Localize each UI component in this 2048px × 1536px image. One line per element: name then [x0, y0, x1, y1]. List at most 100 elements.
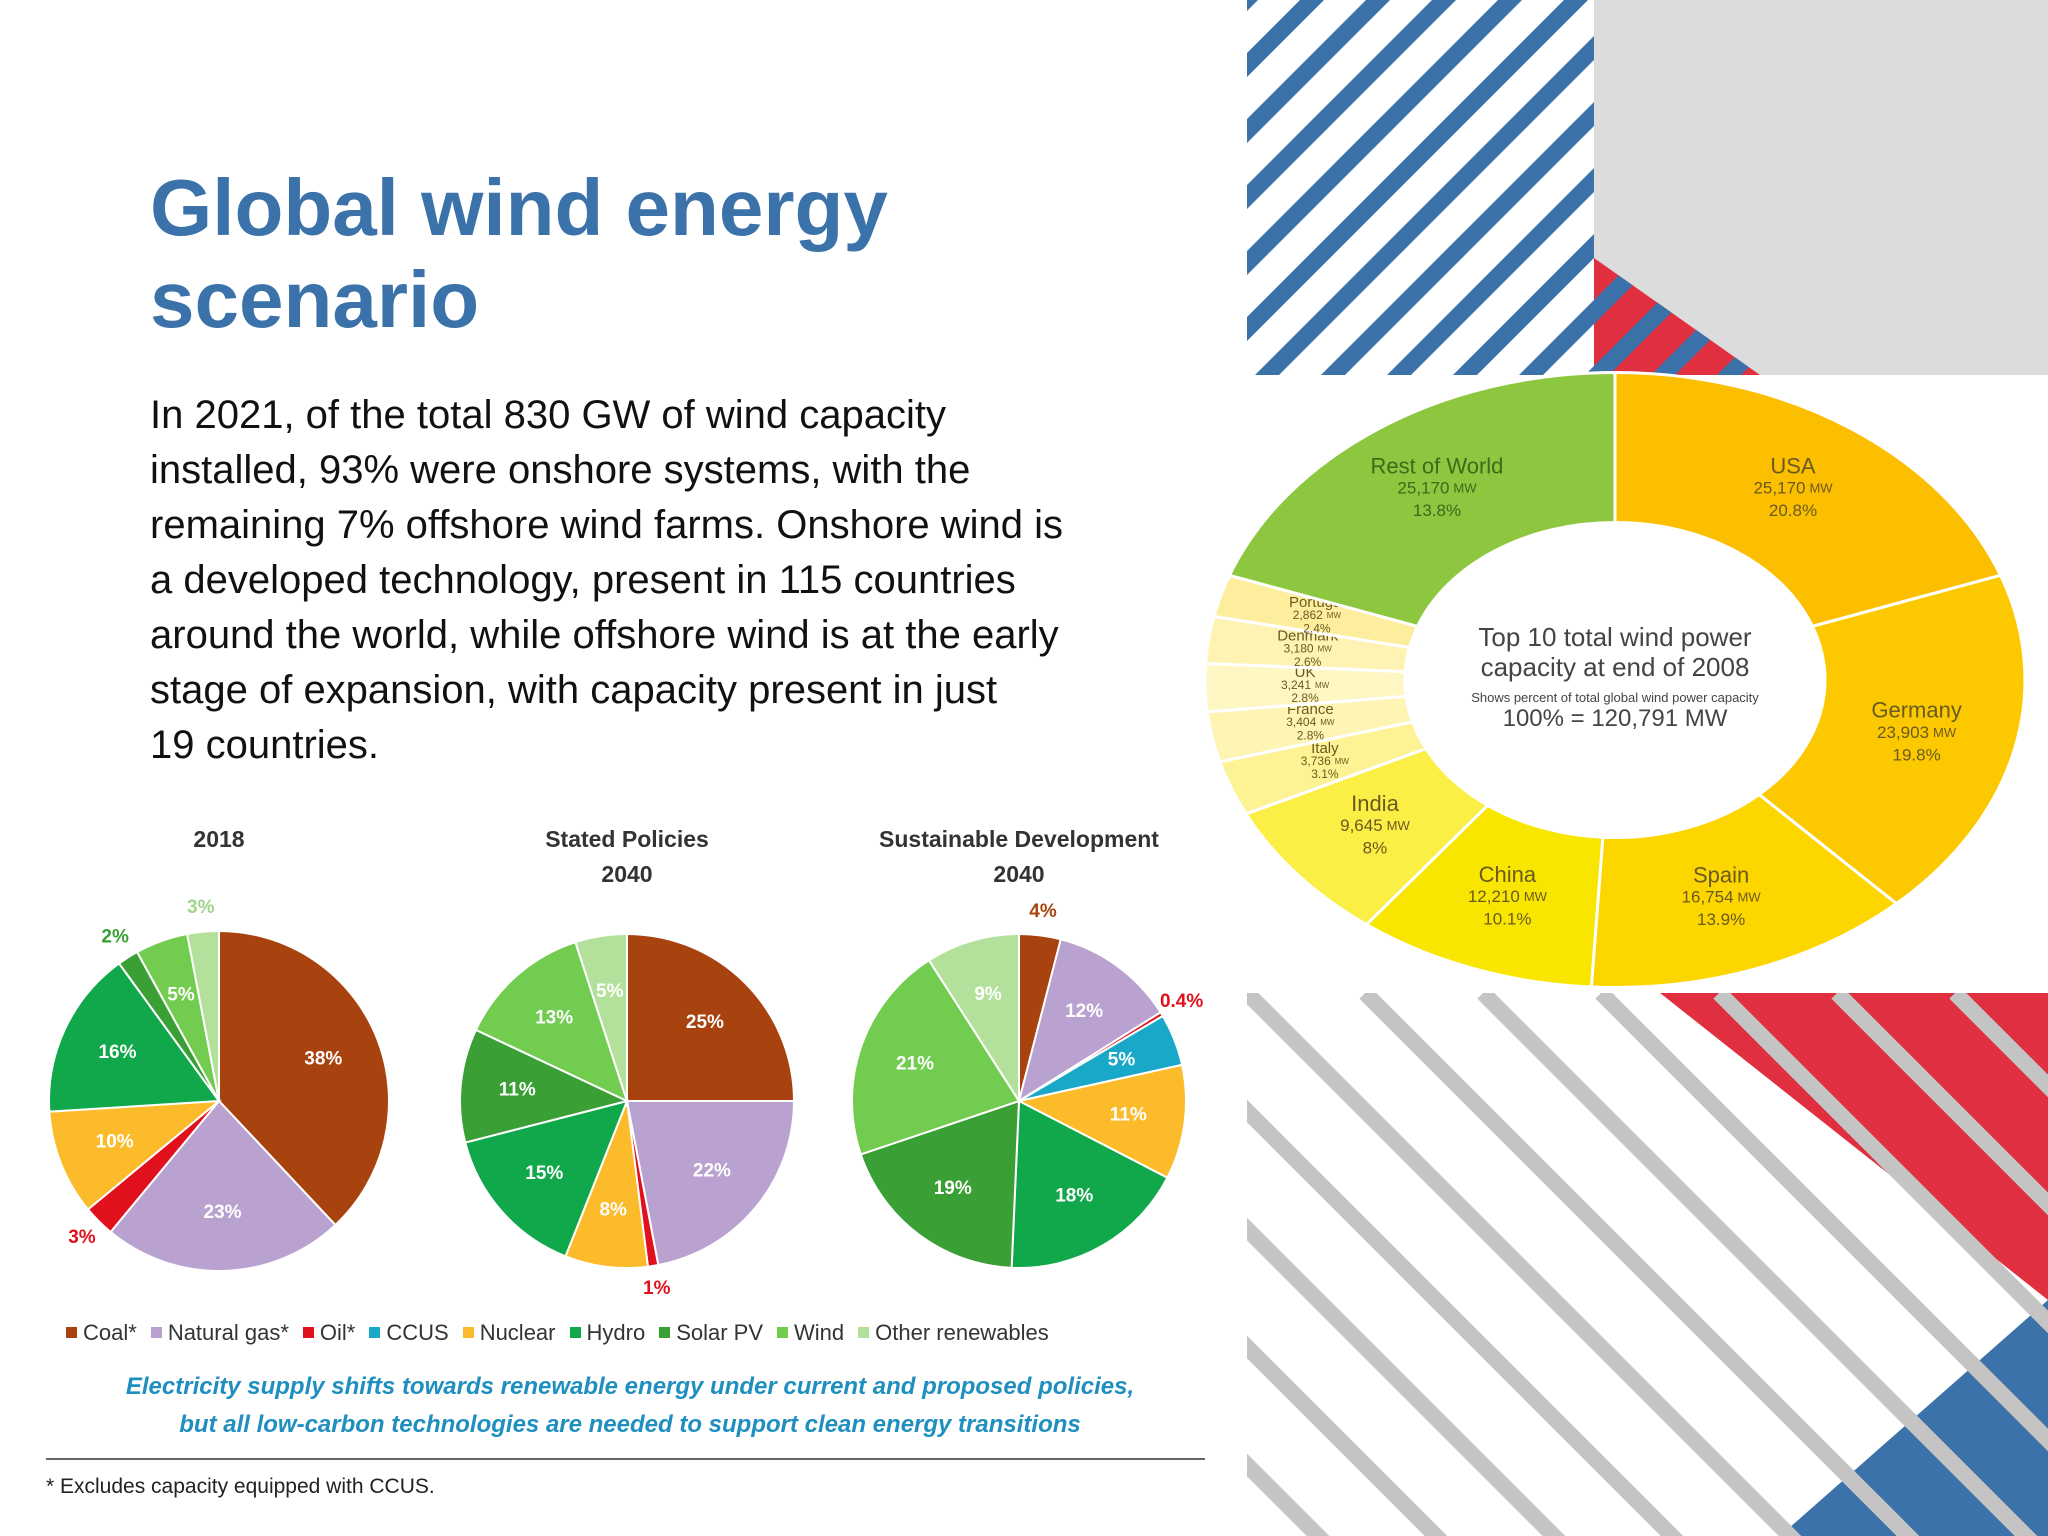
- body-line: installed, 93% were onshore systems, wit…: [150, 448, 971, 492]
- segment-value: 25,170 MW: [1753, 479, 1833, 498]
- segment-percent: 13.9%: [1697, 910, 1745, 929]
- body-line: stage of expansion, with capacity presen…: [150, 668, 998, 712]
- stripe: [1831, 993, 2048, 1216]
- data-label: 1%: [643, 1278, 671, 1299]
- pie-title: Stated Policies 2040: [545, 826, 709, 887]
- stripe: [1247, 0, 1476, 375]
- pie-title: 2018: [193, 826, 245, 852]
- legend-swatch: [66, 1327, 77, 1338]
- data-label: 15%: [525, 1163, 563, 1184]
- footnote: * Excludes capacity equipped with CCUS.: [46, 1475, 435, 1498]
- legend-label: Coal*: [83, 1320, 137, 1345]
- segment-percent: 2.8%: [1297, 728, 1325, 742]
- pie-slice: [626, 932, 796, 1102]
- donut-segment: [1756, 573, 2027, 906]
- segment-name: India: [1351, 791, 1399, 816]
- data-label: 13%: [535, 1007, 573, 1028]
- data-label: 21%: [896, 1053, 934, 1074]
- segment-percent: 2.8%: [1291, 691, 1319, 705]
- body-line: In 2021, of the total 830 GW of wind cap…: [150, 393, 947, 437]
- value-label: 3,404: [1286, 715, 1316, 729]
- data-label: 19%: [934, 1178, 972, 1199]
- body-text: In 2021, of the total 830 GW of wind cap…: [150, 388, 1063, 773]
- pie-slice: [109, 1099, 337, 1272]
- stripe-group: [1247, 993, 2048, 1536]
- segment-value: 25,170 MW: [1397, 479, 1477, 498]
- legend-swatch: [150, 1327, 162, 1338]
- unit-label: MW: [1315, 681, 1330, 690]
- data-label: 38%: [304, 1049, 342, 1070]
- pie-slice: [218, 929, 390, 1227]
- pie-slice: [48, 962, 221, 1113]
- segment-percent: 2.4%: [1303, 621, 1331, 635]
- stripe: [1247, 1453, 1330, 1536]
- legend-swatch: [462, 1327, 474, 1338]
- value-label: 25,170: [1753, 479, 1805, 498]
- segment-percent: 10.1%: [1483, 910, 1531, 929]
- legend-label: Natural gas*: [167, 1320, 289, 1345]
- body-line: a developed technology, present in 115 c…: [150, 558, 1016, 602]
- data-label: 10%: [96, 1131, 134, 1152]
- legend-label: Nuclear: [479, 1320, 556, 1345]
- legend-label: Solar PV: [676, 1320, 764, 1345]
- segment-value: 23,903 MW: [1877, 723, 1957, 742]
- pie-title: Sustainable Development 2040: [879, 826, 1159, 887]
- stripe: [1247, 0, 1542, 375]
- stripe: [1247, 993, 1802, 1536]
- data-label: 18%: [1055, 1185, 1093, 1206]
- value-label: 3,736: [1301, 754, 1331, 768]
- unit-label: MW: [1524, 889, 1548, 904]
- segment-percent: 8%: [1363, 839, 1388, 858]
- pie-slice: [464, 1099, 629, 1258]
- stripe: [1359, 993, 1920, 1536]
- value-label: 2,862: [1293, 608, 1323, 622]
- body-line: around the world, while offshore wind is…: [150, 613, 1059, 657]
- pie-slice: [574, 932, 628, 1102]
- donut-total: 100% = 120,791 MW: [1502, 705, 1728, 732]
- segment-percent: 19.8%: [1892, 745, 1940, 764]
- data-label: 12%: [1065, 1001, 1103, 1022]
- stripe: [1595, 993, 2048, 1452]
- body-line: remaining 7% offshore wind farms. Onshor…: [150, 503, 1064, 547]
- segment-value: 3,180 MW: [1284, 642, 1333, 656]
- donut-center: Top 10 total wind power capacity at end …: [1395, 622, 1835, 733]
- unit-label: MW: [1933, 725, 1957, 740]
- value-label: 3,241: [1281, 678, 1311, 692]
- segment-percent: 13.8%: [1413, 501, 1461, 520]
- pie-slice: [474, 940, 629, 1103]
- legend-label: CCUS: [386, 1320, 449, 1345]
- data-label: 25%: [686, 1012, 724, 1033]
- donut-title: Top 10 total wind power capacity at end …: [1478, 622, 1752, 682]
- value-label: 3,180: [1284, 642, 1314, 656]
- stripe: [1477, 993, 2038, 1536]
- pie-slice: [1017, 938, 1162, 1104]
- segment-percent: 20.8%: [1769, 501, 1817, 520]
- segment-value: 3,241 MW: [1281, 678, 1330, 692]
- segment-value: 2,862 MW: [1293, 608, 1342, 622]
- body-line: 19 countries.: [150, 723, 380, 767]
- legend-swatch: [569, 1327, 581, 1338]
- caption-line: Electricity supply shifts towards renewa…: [125, 1373, 1135, 1400]
- data-label: 3%: [187, 897, 215, 918]
- legend-item: Hydro: [569, 1320, 646, 1346]
- stripe: [1247, 1335, 1448, 1536]
- data-label: 11%: [1110, 1104, 1147, 1125]
- legend-label: Hydro: [586, 1320, 646, 1345]
- pie-slice: [851, 958, 1021, 1156]
- legend-swatch: [369, 1327, 381, 1338]
- legend-swatch: [777, 1327, 789, 1338]
- donut-segment: [1589, 792, 1899, 989]
- value-label: 9,645: [1340, 817, 1383, 836]
- unit-label: MW: [1320, 718, 1335, 727]
- slide-title: Global wind energy scenario: [150, 163, 888, 344]
- unit-label: MW: [1318, 645, 1333, 654]
- donut-segment: [1227, 370, 1617, 629]
- pie-slice: [1016, 1063, 1187, 1180]
- segment-value: 12,210 MW: [1468, 888, 1548, 907]
- stripe: [1570, 0, 1760, 375]
- unit-label: MW: [1738, 890, 1762, 905]
- legend-label: Oil*: [319, 1320, 356, 1345]
- pie-slice: [459, 1028, 630, 1144]
